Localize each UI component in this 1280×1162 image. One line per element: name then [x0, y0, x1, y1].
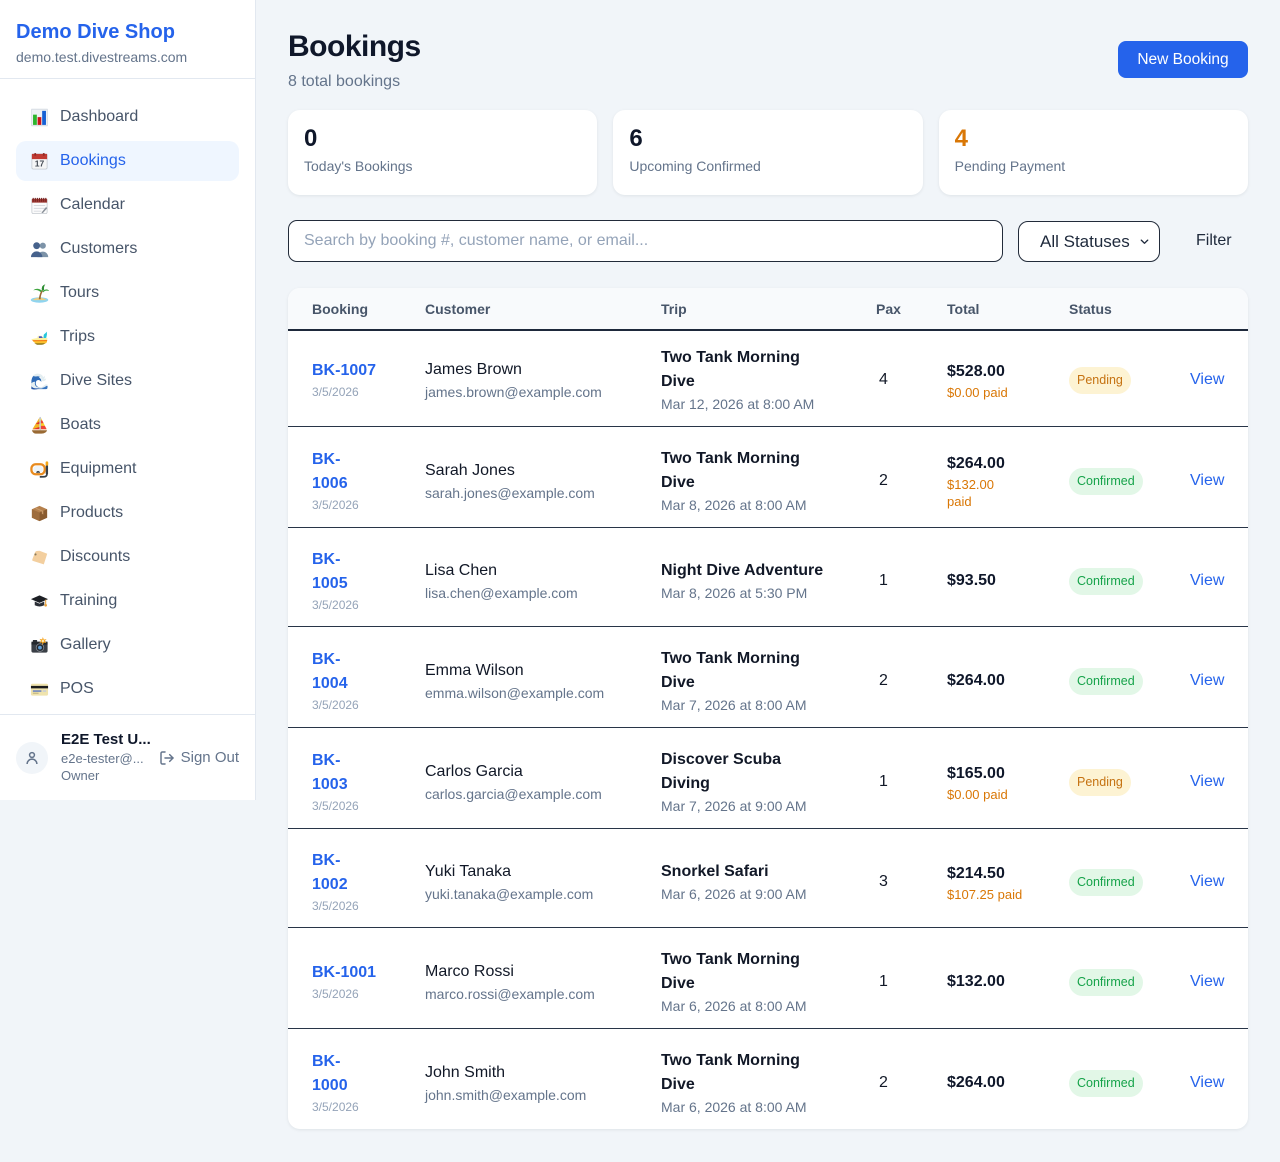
svg-text:17: 17 — [35, 158, 45, 168]
